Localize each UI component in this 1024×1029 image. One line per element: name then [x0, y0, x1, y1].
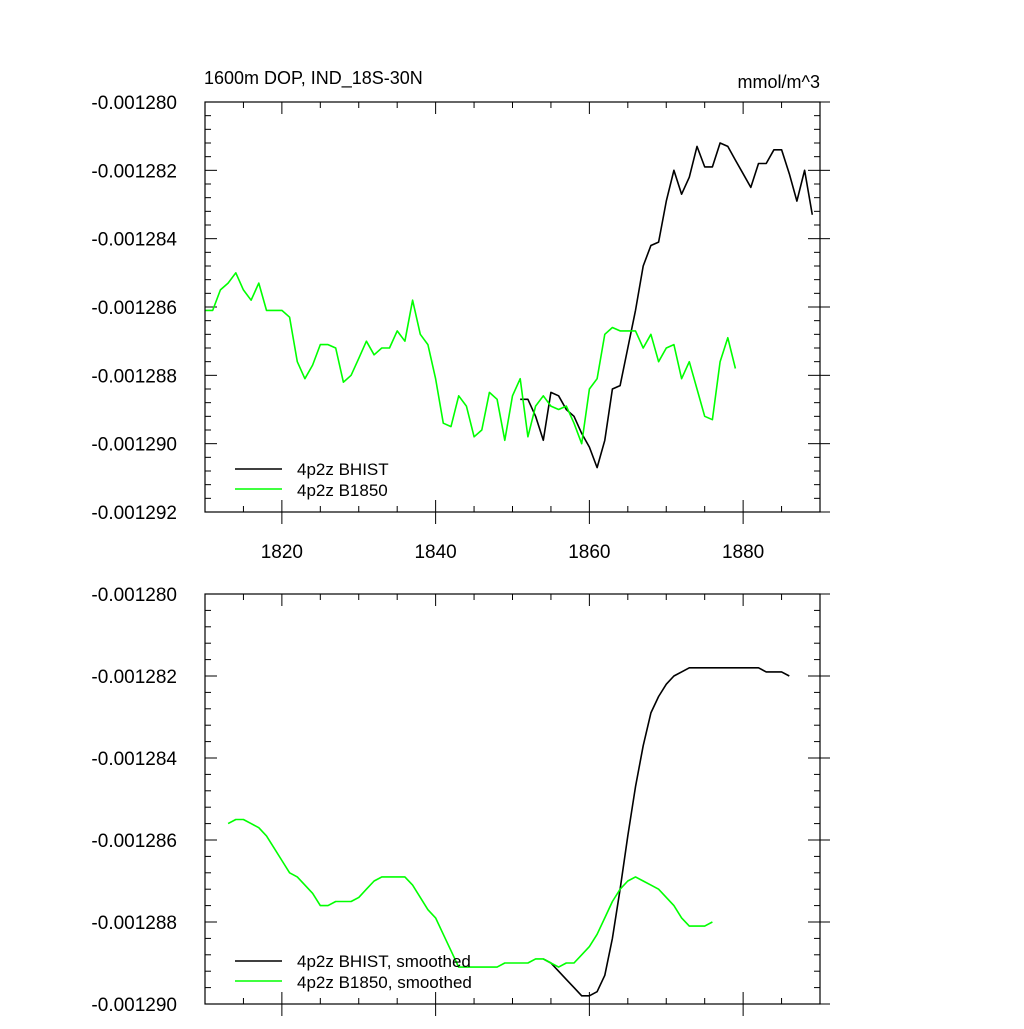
bottom-y-tick-label: -0.001286	[91, 831, 177, 852]
top-y-tick-label: -0.001280	[91, 93, 177, 114]
top-x-tick-label: 1880	[722, 542, 764, 563]
top-x-tick-label: 1820	[261, 542, 303, 563]
top-y-tick-label: -0.001288	[91, 366, 177, 387]
panel-title: 1600m DOP, IND_18S-30N	[204, 68, 423, 89]
top-panel-series	[205, 142, 814, 469]
top-panel-frame	[204, 101, 821, 513]
bottom-panel-series	[227, 666, 790, 997]
units-label: mmol/m^3	[738, 72, 820, 92]
bottom-panel-frame	[204, 593, 821, 1005]
legend-label-b1850-smoothed: 4p2z B1850, smoothed	[297, 973, 472, 992]
top-y-tick-label: -0.001292	[91, 503, 177, 524]
bottom-y-tick-label: -0.001290	[91, 995, 177, 1016]
top-panel-legend: 4p2z BHIST 4p2z B1850	[235, 460, 389, 500]
bottom-series-bhist-line	[542, 666, 790, 997]
legend-label-bhist-smoothed: 4p2z BHIST, smoothed	[297, 952, 471, 971]
top-x-tick-label: 1840	[414, 542, 456, 563]
bottom-y-tick-label: -0.001280	[91, 585, 177, 606]
bottom-y-tick-label: -0.001288	[91, 913, 177, 934]
top-y-tick-label: -0.001286	[91, 298, 177, 319]
bottom-y-tick-label: -0.001282	[91, 667, 177, 688]
bottom-panel-tick-labels: -0.001280 -0.001282 -0.001284 -0.001286 -0.0…	[91, 585, 177, 1016]
top-x-tick-label: 1860	[568, 542, 610, 563]
top-panel-tick-labels: 1820 1840 1860 1880 -0.001280 -0.001282 -0.001…	[91, 93, 764, 563]
top-panel: 1820 1840 1860 1880 -0.001280 -0.001282 -0.001…	[91, 93, 830, 563]
legend-label-bhist: 4p2z BHIST	[297, 460, 389, 479]
top-series-bhist-line	[520, 142, 814, 469]
top-y-tick-label: -0.001282	[91, 161, 177, 182]
top-y-tick-label: -0.001284	[91, 230, 177, 251]
bottom-panel-legend: 4p2z BHIST, smoothed 4p2z B1850, smoothe…	[235, 952, 472, 992]
bottom-panel: -0.001280 -0.001282 -0.001284 -0.001286 -0.0…	[91, 585, 830, 1016]
bottom-series-b1850-line	[227, 818, 713, 968]
legend-label-b1850: 4p2z B1850	[297, 481, 388, 500]
bottom-y-tick-label: -0.001284	[91, 749, 177, 770]
top-y-tick-label: -0.001290	[91, 435, 177, 456]
top-series-b1850-line	[205, 271, 737, 445]
